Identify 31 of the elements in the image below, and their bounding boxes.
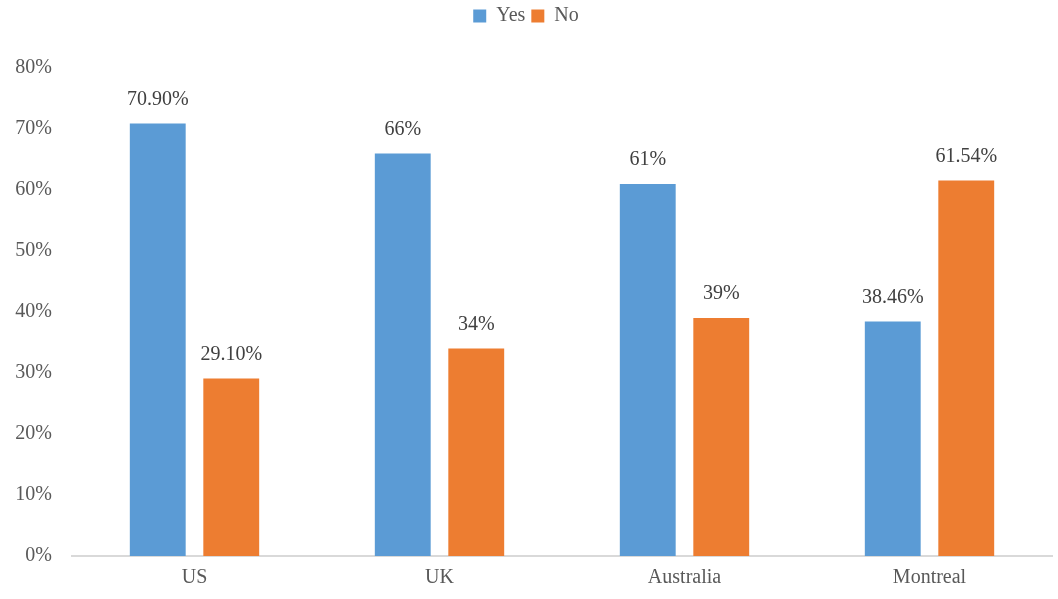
data-label: 39% — [702, 281, 740, 304]
data-label: 70.90% — [126, 86, 189, 109]
data-label: 29.10% — [200, 341, 263, 364]
x-tick-label: US — [181, 565, 208, 588]
bar — [864, 321, 921, 556]
bar — [129, 123, 186, 556]
legend-label: Yes — [496, 3, 526, 26]
x-tick-label: UK — [425, 565, 455, 588]
y-tick-label: 30% — [15, 360, 52, 383]
data-label: 61.54% — [935, 143, 998, 166]
y-tick-label: 10% — [15, 482, 52, 505]
data-label: 66% — [384, 116, 422, 139]
y-tick-label: 50% — [15, 238, 52, 261]
x-tick-label: Australia — [647, 565, 722, 588]
y-tick-label: 70% — [15, 116, 52, 139]
bar — [693, 318, 750, 556]
bar — [374, 153, 431, 556]
y-tick-label: 40% — [15, 299, 52, 322]
data-label: 61% — [629, 147, 667, 170]
bar — [203, 378, 260, 556]
y-tick-label: 0% — [25, 543, 52, 566]
data-label: 38.46% — [861, 284, 924, 307]
bar — [619, 183, 676, 556]
bar — [448, 348, 505, 556]
x-tick-label: Montreal — [892, 565, 967, 588]
legend-label: No — [554, 3, 579, 26]
y-tick-label: 80% — [15, 55, 52, 78]
bar — [938, 180, 995, 556]
data-label: 34% — [457, 311, 495, 334]
y-tick-label: 60% — [15, 177, 52, 200]
y-tick-label: 20% — [15, 421, 52, 444]
